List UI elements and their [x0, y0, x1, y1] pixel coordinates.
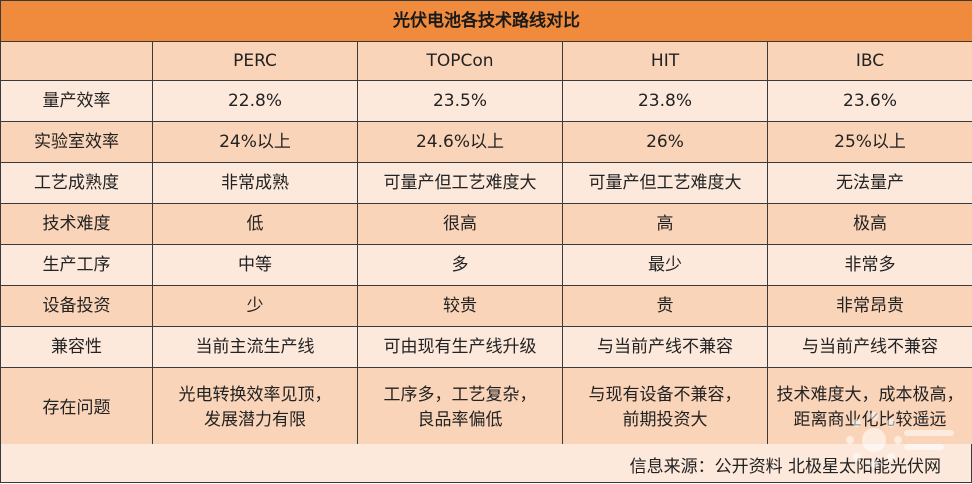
table-cell: 与当前产线不兼容: [562, 326, 768, 368]
table-cell: 24%以上: [152, 121, 358, 163]
table-cell: 工序多，工艺复杂， 良品率偏低: [357, 367, 563, 449]
table-cell: 中等: [152, 244, 358, 286]
cell-line: 发展潜力有限: [204, 410, 306, 430]
table-cell: 低: [152, 203, 358, 245]
table-row: 量产效率 22.8% 23.5% 23.8% 23.6%: [0, 80, 972, 122]
table-cell: 非常成熟: [152, 162, 358, 204]
row-label: 工艺成熟度: [0, 162, 153, 204]
table-row: 存在问题 光电转换效率见顶， 发展潜力有限 工序多，工艺复杂， 良品率偏低 与现…: [0, 367, 972, 449]
cell-line: 与现有设备不兼容，: [588, 385, 742, 405]
row-label: 存在问题: [0, 367, 153, 449]
table-cell: 较贵: [357, 285, 563, 327]
table-cell: 23.6%: [766, 80, 972, 122]
table-cell: 光电转换效率见顶， 发展潜力有限: [152, 367, 358, 449]
header-topcon: TOPCon: [357, 41, 563, 81]
table-cell: 26%: [562, 121, 768, 163]
table-cell: 极高: [766, 203, 972, 245]
table-row: 工艺成熟度 非常成熟 可量产但工艺难度大 可量产但工艺难度大 无法量产: [0, 162, 972, 204]
header-corner: [0, 41, 153, 81]
table-cell: 最少: [562, 244, 768, 286]
table-row: 兼容性 当前主流生产线 可由现有生产线升级 与当前产线不兼容 与当前产线不兼容: [0, 326, 972, 368]
row-label: 设备投资: [0, 285, 153, 327]
header-ibc: IBC: [766, 41, 972, 81]
table-cell: 23.5%: [357, 80, 563, 122]
table-cell: 贵: [562, 285, 768, 327]
table-cell: 可由现有生产线升级: [357, 326, 563, 368]
table-cell: 多: [357, 244, 563, 286]
row-label: 量产效率: [0, 80, 153, 122]
table-cell: 当前主流生产线: [152, 326, 358, 368]
row-label: 实验室效率: [0, 121, 153, 163]
table-cell: 可量产但工艺难度大: [562, 162, 768, 204]
table-cell: 高: [562, 203, 768, 245]
cell-line: 技术难度大，成本极高，: [776, 385, 964, 405]
table-cell: 无法量产: [766, 162, 972, 204]
table-cell: 技术难度大，成本极高， 距离商业化比较遥远: [766, 367, 972, 449]
table-cell: 24.6%以上: [357, 121, 563, 163]
table-cell: 25%以上: [766, 121, 972, 163]
header-perc: PERC: [152, 41, 358, 81]
header-row: PERC TOPCon HIT IBC: [0, 41, 972, 81]
comparison-table: 光伏电池各技术路线对比 PERC TOPCon HIT IBC 量产效率 22.…: [0, 0, 972, 449]
table-cell: 可量产但工艺难度大: [357, 162, 563, 204]
table-cell: 23.8%: [562, 80, 768, 122]
table-title: 光伏电池各技术路线对比: [0, 0, 972, 42]
table-row: 实验室效率 24%以上 24.6%以上 26% 25%以上: [0, 121, 972, 163]
cell-line: 距离商业化比较遥远: [793, 410, 947, 430]
source-footer: 信息来源：公开资料 北极星太阳能光伏网: [0, 444, 972, 483]
table-cell: 少: [152, 285, 358, 327]
cell-line: 光电转换效率见顶，: [178, 385, 332, 405]
table-row: 生产工序 中等 多 最少 非常多: [0, 244, 972, 286]
row-label: 兼容性: [0, 326, 153, 368]
table-cell: 与现有设备不兼容， 前期投资大: [562, 367, 768, 449]
title-row: 光伏电池各技术路线对比: [0, 0, 972, 42]
table-cell: 与当前产线不兼容: [766, 326, 972, 368]
table-cell: 非常多: [766, 244, 972, 286]
cell-line: 工序多，工艺复杂，: [383, 385, 537, 405]
table-cell: 很高: [357, 203, 563, 245]
table-cell: 非常昂贵: [766, 285, 972, 327]
cell-line: 良品率偏低: [417, 410, 503, 430]
source-text: 信息来源：公开资料 北极星太阳能光伏网: [629, 457, 941, 477]
table-row: 技术难度 低 很高 高 极高: [0, 203, 972, 245]
row-label: 生产工序: [0, 244, 153, 286]
table-row: 设备投资 少 较贵 贵 非常昂贵: [0, 285, 972, 327]
row-label: 技术难度: [0, 203, 153, 245]
cell-line: 前期投资大: [622, 410, 708, 430]
table-cell: 22.8%: [152, 80, 358, 122]
header-hit: HIT: [562, 41, 768, 81]
